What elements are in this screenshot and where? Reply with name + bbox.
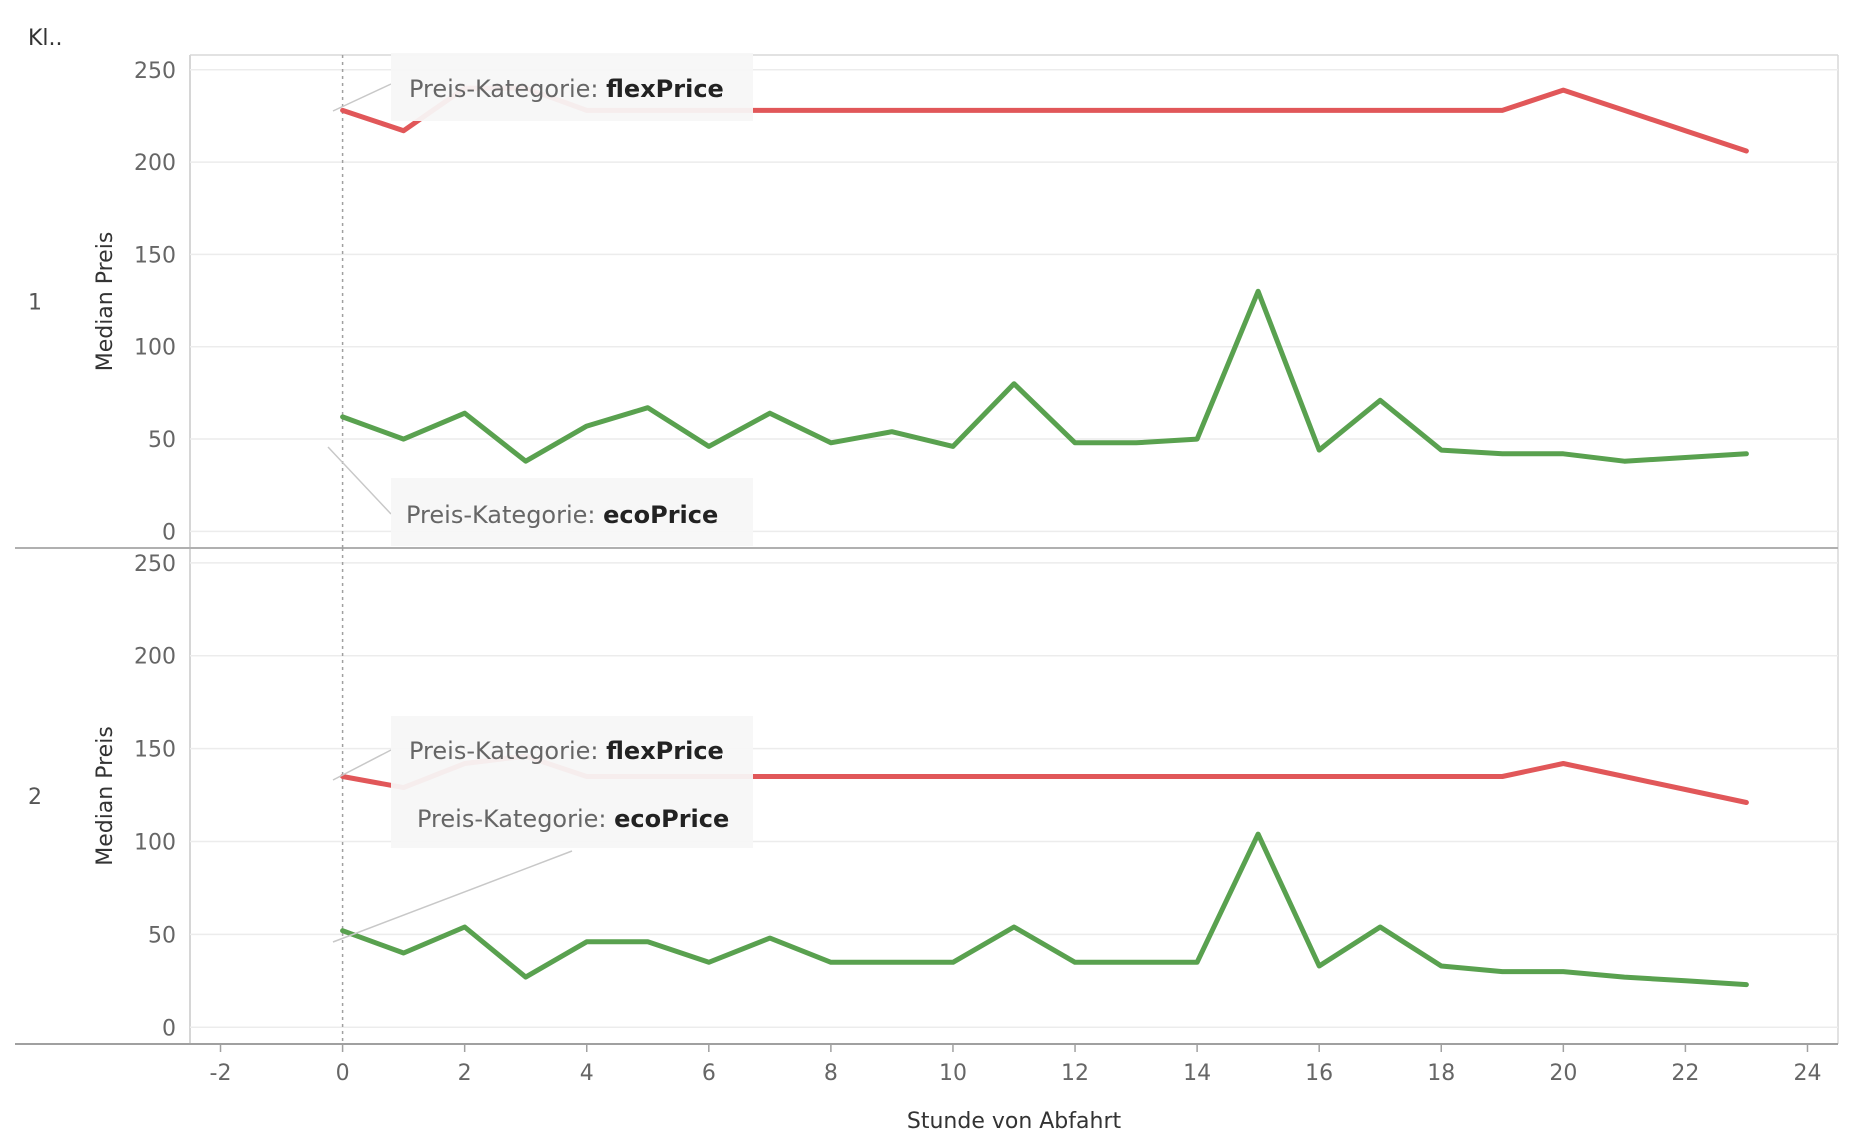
annotation-text: Preis-Kategorie: ecoPrice bbox=[406, 501, 718, 529]
y-tick-label: 0 bbox=[162, 1016, 176, 1041]
x-tick-label: -2 bbox=[210, 1061, 232, 1086]
y-tick-label: 50 bbox=[148, 923, 176, 948]
x-tick-label: 10 bbox=[939, 1061, 967, 1086]
annotation-key: Preis-Kategorie: bbox=[409, 737, 606, 765]
ecoprice-line-panel-2 bbox=[340, 831, 1749, 988]
x-tick-label: 14 bbox=[1183, 1061, 1211, 1086]
x-tick-label: 2 bbox=[458, 1061, 472, 1086]
y-tick-label: 250 bbox=[134, 552, 176, 577]
annotation-value: ecoPrice bbox=[603, 501, 718, 529]
annotation-leader-line bbox=[332, 749, 392, 781]
y-tick-label: 50 bbox=[148, 428, 176, 453]
x-tick-label: 0 bbox=[336, 1061, 350, 1086]
annotation-leader-line bbox=[332, 83, 392, 112]
annotation-text: Preis-Kategorie: flexPrice bbox=[409, 75, 724, 103]
annotation-value: ecoPrice bbox=[614, 805, 729, 833]
y-axis-title: Median Preis bbox=[93, 232, 118, 372]
annotation-box bbox=[391, 53, 753, 121]
annotation-box bbox=[391, 478, 753, 546]
annotation-text: Preis-Kategorie: ecoPrice bbox=[417, 805, 729, 833]
y-tick-label: 100 bbox=[134, 831, 176, 856]
annotation-value: flexPrice bbox=[606, 737, 724, 765]
annotation-box bbox=[391, 784, 753, 848]
annotation-ecoprice-panel-1: Preis-Kategorie: ecoPrice bbox=[327, 446, 753, 546]
y-tick-label: 150 bbox=[134, 243, 176, 268]
y-tick-label: 150 bbox=[134, 738, 176, 763]
y-tick-label: 250 bbox=[134, 59, 176, 84]
ecoprice-line-panel-1 bbox=[340, 288, 1749, 464]
y-tick-label: 200 bbox=[134, 151, 176, 176]
row-label: 1 bbox=[28, 291, 42, 316]
x-tick-label: 16 bbox=[1305, 1061, 1333, 1086]
chart-frame bbox=[15, 54, 1839, 1052]
x-tick-label: 6 bbox=[702, 1061, 716, 1086]
annotation-text: Preis-Kategorie: flexPrice bbox=[409, 737, 724, 765]
annotation-leader-line bbox=[332, 850, 573, 943]
annotation-box bbox=[391, 716, 753, 784]
row-label: 2 bbox=[28, 785, 42, 810]
x-tick-label: 22 bbox=[1671, 1061, 1699, 1086]
annotation-key: Preis-Kategorie: bbox=[409, 75, 606, 103]
y-axis-title: Median Preis bbox=[93, 726, 118, 866]
grid-lines bbox=[190, 69, 1838, 1029]
y-tick-label: 0 bbox=[162, 520, 176, 545]
x-tick-label: 8 bbox=[824, 1061, 838, 1086]
y-tick-label: 200 bbox=[134, 645, 176, 670]
annotation-key: Preis-Kategorie: bbox=[406, 501, 603, 529]
x-tick-label: 18 bbox=[1427, 1061, 1455, 1086]
y-tick-label: 100 bbox=[134, 336, 176, 361]
x-axis-title: Stunde von Abfahrt bbox=[907, 1109, 1122, 1134]
x-tick-label: 24 bbox=[1793, 1061, 1821, 1086]
x-tick-label: 4 bbox=[580, 1061, 594, 1086]
annotation-ecoprice-panel-2: Preis-Kategorie: ecoPrice bbox=[332, 784, 753, 943]
annotation-value: flexPrice bbox=[606, 75, 724, 103]
annotation-flexprice-panel-1: Preis-Kategorie: flexPrice bbox=[332, 53, 753, 121]
x-tick-label: 12 bbox=[1061, 1061, 1089, 1086]
annotation-leader-line bbox=[327, 446, 392, 515]
x-tick-label: 20 bbox=[1549, 1061, 1577, 1086]
row-header: Kl.. bbox=[28, 26, 63, 51]
annotations: Preis-Kategorie: flexPricePreis-Kategori… bbox=[327, 53, 753, 943]
annotation-key: Preis-Kategorie: bbox=[417, 805, 614, 833]
annotation-flexprice-panel-2: Preis-Kategorie: flexPrice bbox=[332, 716, 753, 784]
